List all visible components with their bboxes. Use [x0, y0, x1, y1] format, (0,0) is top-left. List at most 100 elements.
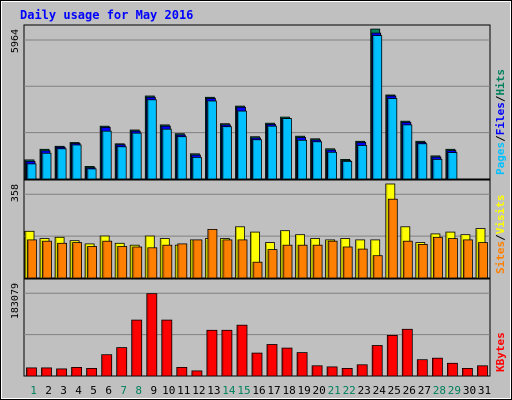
bar-kbytes-day-11 [176, 366, 188, 377]
bar-kbytes-day-4 [71, 366, 82, 377]
bar-pages-day-16 [252, 139, 262, 180]
bar-kbytes-day-29 [446, 362, 458, 377]
bar-kbytes-day-20 [311, 365, 323, 377]
bar-sites-day-17 [267, 249, 278, 279]
bar-sites-day-26 [402, 240, 413, 279]
legend-text: Sites/Visits [494, 195, 507, 275]
bar-pages-day-18 [282, 118, 292, 180]
bar-pages-day-23 [357, 145, 368, 180]
x-tick-label-day-15: 15 [237, 384, 250, 397]
x-tick-label-day-26: 26 [403, 384, 416, 397]
x-tick-label-day-6: 6 [105, 384, 112, 397]
bar-kbytes-day-24 [371, 345, 383, 377]
bar-pages-day-17 [267, 125, 277, 180]
bar-sites-day-15 [237, 239, 248, 279]
bar-sites-day-13 [207, 228, 218, 279]
chart-panels: 5964Pages/Files/Hits358Sites/Visits18307… [10, 24, 507, 377]
bar-pages-day-8 [131, 132, 142, 180]
bar-sites-day-7 [117, 246, 128, 279]
bar-sites-day-5 [87, 246, 97, 279]
x-tick-label-day-18: 18 [282, 384, 295, 397]
bar-kbytes-day-12 [191, 370, 203, 377]
bar-sites-day-29 [447, 238, 458, 279]
x-tick-label-day-11: 11 [177, 384, 190, 397]
bar-pages-day-1 [26, 163, 37, 180]
bar-pages-day-6 [101, 130, 112, 180]
x-tick-label-day-8: 8 [135, 384, 142, 397]
x-tick-label-day-2: 2 [45, 384, 52, 397]
bar-pages-day-22 [342, 160, 353, 180]
legend-item-hits: Hits [494, 69, 507, 96]
bar-kbytes-day-18 [281, 347, 293, 377]
bar-pages-day-3 [56, 148, 67, 180]
x-tick-label-day-14: 14 [222, 384, 236, 397]
x-tick-label-day-10: 10 [162, 384, 175, 397]
bar-kbytes-day-6 [101, 354, 113, 377]
bar-pages-day-28 [432, 158, 443, 180]
x-tick-label-day-31: 31 [478, 384, 491, 397]
bar-kbytes-day-17 [266, 344, 278, 377]
legend-item-kbytes: KBytes [494, 332, 507, 372]
legend-separator: / [494, 135, 507, 142]
bar-sites-day-12 [192, 239, 203, 279]
bar-sites-day-21 [327, 240, 338, 279]
bar-kbytes-day-5 [86, 367, 97, 377]
bar-kbytes-day-25 [386, 334, 398, 377]
x-tick-label-day-24: 24 [373, 384, 387, 397]
x-tick-label-day-28: 28 [433, 384, 446, 397]
bar-kbytes-day-1 [26, 367, 37, 377]
bar-kbytes-day-28 [431, 357, 443, 377]
bar-sites-day-2 [42, 240, 52, 279]
panel-kbytes: 183079 KBytes [10, 278, 507, 377]
bar-pages-day-5 [86, 168, 97, 180]
bar-kbytes-day-16 [251, 352, 263, 377]
bar-sites-day-31 [478, 242, 488, 279]
x-tick-label-day-20: 20 [312, 384, 325, 397]
bar-kbytes-day-2 [41, 367, 52, 377]
legend-text: Pages/Files/Hits [494, 69, 507, 175]
bar-sites-day-16 [252, 261, 263, 279]
x-tick-label-day-16: 16 [252, 384, 265, 397]
bar-kbytes-day-14 [221, 329, 233, 377]
x-tick-label-day-5: 5 [90, 384, 97, 397]
bar-pages-day-14 [221, 126, 232, 180]
x-tick-label-day-29: 29 [448, 384, 461, 397]
panel-visits-sites: 358 Sites/Visits [10, 179, 507, 279]
bar-kbytes-day-21 [326, 366, 338, 377]
bar-pages-day-19 [297, 139, 308, 180]
bar-sites-day-30 [462, 239, 473, 279]
x-tick-label-day-1: 1 [30, 384, 37, 397]
panel-legend: Pages/Files/Hits [494, 69, 507, 175]
x-tick-label-day-22: 22 [343, 384, 356, 397]
bar-sites-day-8 [132, 246, 143, 279]
x-tick-label-day-17: 17 [267, 384, 280, 397]
bar-pages-day-13 [206, 100, 217, 180]
bar-sites-day-3 [57, 242, 67, 279]
bar-kbytes-day-13 [206, 329, 218, 377]
bar-sites-day-19 [297, 244, 308, 279]
bar-sites-day-27 [417, 243, 428, 279]
bar-sites-day-4 [72, 242, 82, 279]
x-tick-label-day-3: 3 [60, 384, 67, 397]
bar-kbytes-day-15 [236, 324, 248, 377]
bar-kbytes-day-26 [401, 328, 413, 377]
bar-kbytes-day-7 [116, 347, 128, 377]
series-pages [26, 35, 458, 180]
bar-pages-day-12 [191, 156, 202, 180]
panel-max-label: 5964 [10, 29, 21, 53]
x-axis-labels: 1 2 3 4 5 6 7 8 9 10 11 12 13 14 15 16 17 18 19 20 21 22 23 24 2… [30, 384, 491, 397]
bar-sites-day-9 [147, 247, 158, 279]
panel-max-label: 183079 [10, 283, 21, 319]
bar-sites-day-11 [177, 243, 188, 279]
bar-pages-day-7 [116, 146, 127, 180]
x-tick-label-day-12: 12 [192, 384, 205, 397]
bar-pages-day-25 [387, 98, 398, 180]
x-tick-label-day-9: 9 [150, 384, 157, 397]
bar-pages-day-24 [372, 35, 383, 180]
bar-kbytes-day-31 [477, 365, 488, 377]
panel-max-label: 358 [10, 184, 21, 202]
legend-item-sites: Sites [494, 241, 507, 274]
